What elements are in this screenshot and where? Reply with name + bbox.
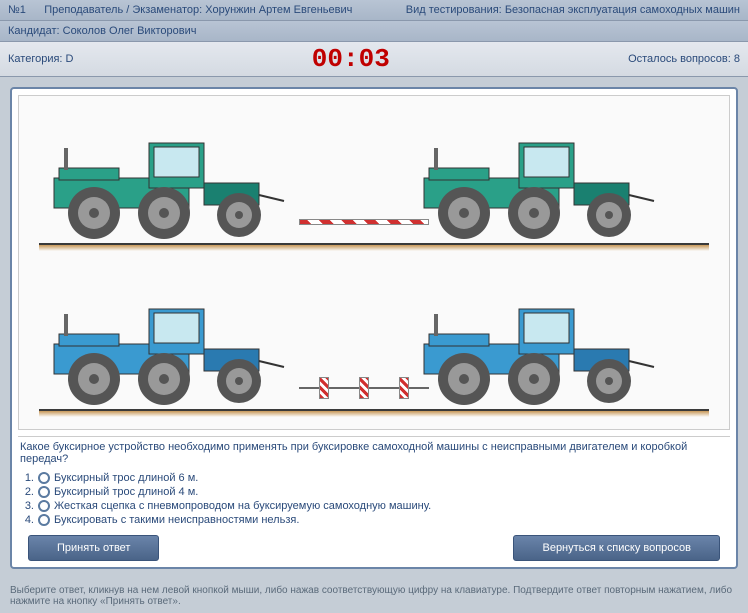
test-type: Безопасная эксплуатация самоходных машин (505, 4, 740, 16)
category-value: D (66, 53, 74, 65)
answer-text: Буксирный трос длиной 6 м. (54, 472, 198, 484)
ground-line (39, 409, 709, 411)
answer-number: 3. (20, 500, 34, 512)
answer-text: Буксирный трос длиной 4 м. (54, 486, 198, 498)
timer: 00:03 (312, 44, 390, 74)
question-text: Какое буксирное устройство необходимо пр… (18, 436, 730, 469)
test-type-label: Вид тестирования: (406, 4, 502, 16)
answer-number: 2. (20, 486, 34, 498)
radio-icon[interactable] (38, 486, 50, 498)
answer-option[interactable]: 4. Буксировать с такими неисправностями … (20, 513, 728, 527)
tractor-top-left (49, 133, 289, 243)
accept-answer-button[interactable]: Принять ответ (28, 535, 159, 561)
question-image (18, 95, 730, 430)
candidate-name: Соколов Олег Викторович (63, 25, 197, 37)
answer-option[interactable]: 2. Буксирный трос длиной 4 м. (20, 485, 728, 499)
tractor-bottom-left (49, 299, 289, 409)
answer-number: 1. (20, 472, 34, 484)
scene-bottom (19, 263, 729, 430)
footer-hint: Выберите ответ, кликнув на нем левой кно… (0, 579, 748, 613)
rigid-bar-connector (299, 219, 429, 225)
answer-text: Жесткая сцепка с пневмопроводом на букси… (54, 500, 431, 512)
answer-list: 1. Буксирный трос длиной 6 м. 2. Буксирн… (18, 469, 730, 529)
tractor-top-right (419, 133, 659, 243)
button-row: Принять ответ Вернуться к списку вопросо… (18, 535, 730, 561)
tractor-bottom-right (419, 299, 659, 409)
answer-text: Буксировать с такими неисправностями нел… (54, 514, 299, 526)
back-to-list-button[interactable]: Вернуться к списку вопросов (513, 535, 720, 561)
answer-option[interactable]: 1. Буксирный трос длиной 6 м. (20, 471, 728, 485)
answer-number: 4. (20, 514, 34, 526)
rope-marker-icon (399, 377, 409, 399)
rope-marker-icon (319, 377, 329, 399)
question-number: №1 (8, 4, 26, 16)
category-label: Категория: (8, 53, 62, 65)
timer-bar: Категория: D 00:03 Осталось вопросов: 8 (0, 42, 748, 77)
radio-icon[interactable] (38, 514, 50, 526)
scene-top (19, 96, 729, 263)
rope-marker-icon (359, 377, 369, 399)
answer-option[interactable]: 3. Жесткая сцепка с пневмопроводом на бу… (20, 499, 728, 513)
radio-icon[interactable] (38, 472, 50, 484)
main-panel: Какое буксирное устройство необходимо пр… (10, 87, 738, 569)
radio-icon[interactable] (38, 500, 50, 512)
examiner-name: Хорунжин Артем Евгеньевич (205, 4, 352, 16)
candidate-bar: Кандидат: Соколов Олег Викторович (0, 21, 748, 42)
remaining-value: 8 (734, 53, 740, 65)
examiner-label: Преподаватель / Экзаменатор: (44, 4, 202, 16)
remaining-label: Осталось вопросов: (628, 53, 731, 65)
header-bar: №1 Преподаватель / Экзаменатор: Хорунжин… (0, 0, 748, 21)
candidate-label: Кандидат: (8, 25, 60, 37)
